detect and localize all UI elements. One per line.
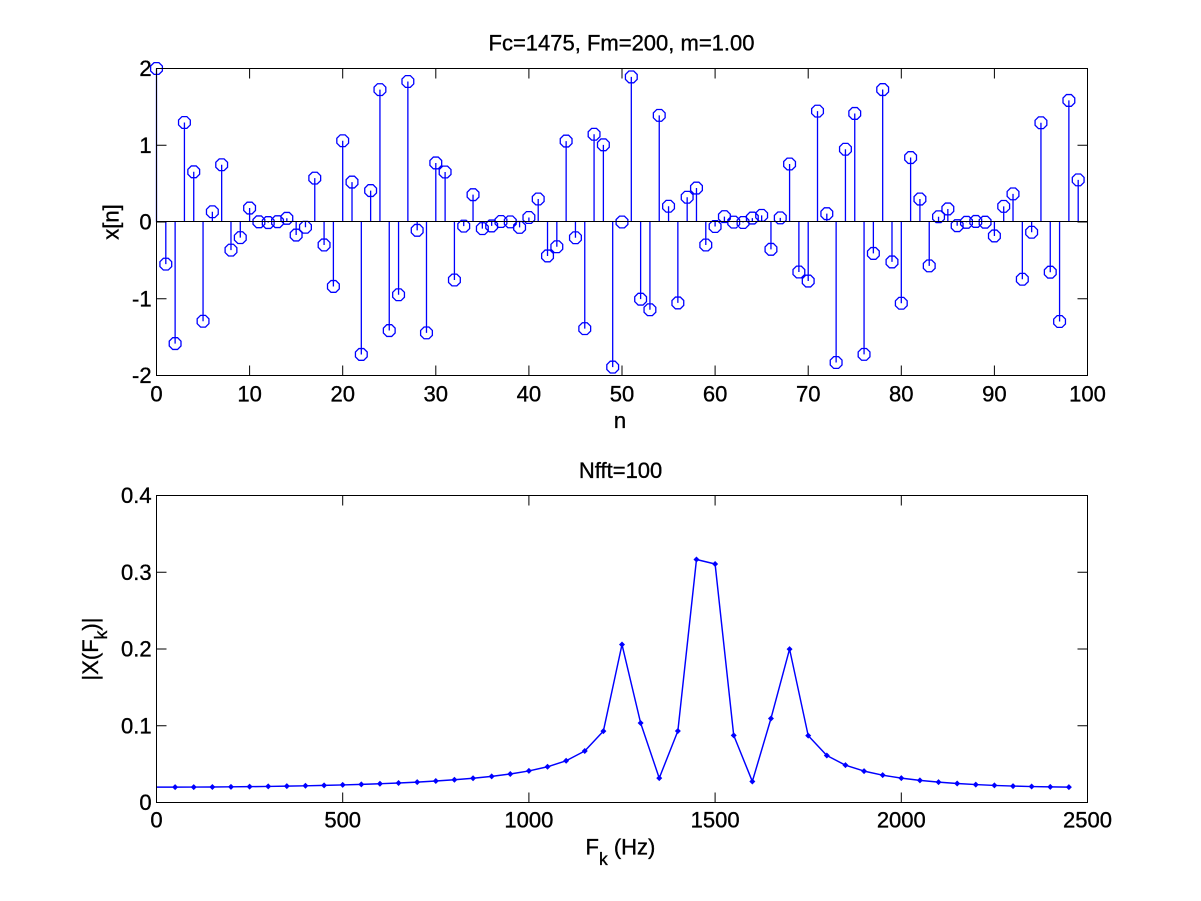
svg-text:0.3: 0.3 [121, 560, 152, 585]
svg-text:0.4: 0.4 [121, 483, 152, 508]
svg-text:1000: 1000 [504, 808, 553, 833]
svg-text:0: 0 [139, 790, 151, 815]
svg-text:0.1: 0.1 [121, 713, 152, 738]
svg-text:Nfft=100: Nfft=100 [579, 458, 662, 483]
svg-text:80: 80 [889, 382, 913, 407]
svg-text:20: 20 [330, 382, 354, 407]
svg-text:Fk (Hz): Fk (Hz) [586, 835, 656, 870]
svg-text:60: 60 [703, 382, 727, 407]
svg-text:40: 40 [517, 382, 541, 407]
svg-text:50: 50 [610, 382, 634, 407]
svg-text:10: 10 [237, 382, 261, 407]
svg-text:2000: 2000 [877, 808, 926, 833]
svg-text:-1: -1 [132, 286, 152, 311]
svg-text:2: 2 [139, 56, 151, 81]
svg-text:1500: 1500 [691, 808, 740, 833]
svg-text:0.2: 0.2 [121, 637, 152, 662]
svg-text:70: 70 [796, 382, 820, 407]
svg-text:x[n]: x[n] [98, 204, 123, 239]
svg-text:30: 30 [424, 382, 448, 407]
svg-text:-2: -2 [132, 363, 152, 388]
svg-text:2500: 2500 [1063, 808, 1112, 833]
svg-text:0: 0 [150, 382, 162, 407]
svg-text:90: 90 [982, 382, 1006, 407]
svg-text:1: 1 [139, 133, 151, 158]
svg-text:500: 500 [324, 808, 361, 833]
svg-text:Fc=1475, Fm=200, m=1.00: Fc=1475, Fm=200, m=1.00 [489, 30, 755, 55]
svg-text:0: 0 [150, 808, 162, 833]
svg-text:100: 100 [1069, 382, 1106, 407]
svg-text:n: n [614, 408, 626, 433]
svg-text:0: 0 [139, 210, 151, 235]
